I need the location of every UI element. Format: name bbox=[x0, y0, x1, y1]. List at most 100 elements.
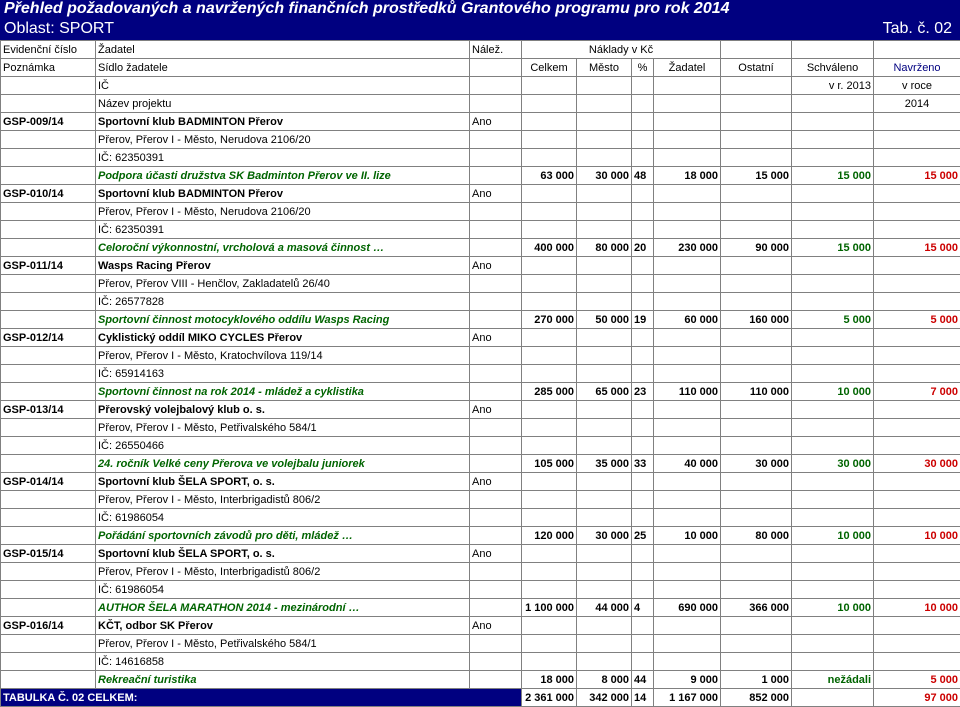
cost-pct: 20 bbox=[632, 239, 654, 257]
nalez-value: Ano bbox=[470, 113, 522, 131]
approved-2013: nežádali bbox=[792, 671, 874, 689]
entry-row-project: Pořádání sportovních závodů pro děti, ml… bbox=[1, 527, 960, 545]
entry-id: GSP-015/14 bbox=[1, 545, 96, 563]
applicant-name: KČT, odbor SK Přerov bbox=[96, 617, 470, 635]
project-name: Sportovní činnost na rok 2014 - mládež a… bbox=[96, 383, 470, 401]
table-number: Tab. č. 02 bbox=[883, 20, 952, 38]
proposed-2014: 30 000 bbox=[874, 455, 960, 473]
approved-2013: 15 000 bbox=[792, 167, 874, 185]
total-zadatel: 1 167 000 bbox=[654, 689, 721, 707]
cost-zadatel: 110 000 bbox=[654, 383, 721, 401]
entry-row-address: Přerov, Přerov VIII - Henčlov, Zakladate… bbox=[1, 275, 960, 293]
entry-row-project: Podpora účasti družstva SK Badminton Pře… bbox=[1, 167, 960, 185]
cost-pct: 33 bbox=[632, 455, 654, 473]
entry-row-ic: IČ: 14616858 bbox=[1, 653, 960, 671]
header-mesto: Město bbox=[577, 59, 632, 77]
cost-pct: 48 bbox=[632, 167, 654, 185]
area-label: Oblast: SPORT bbox=[4, 20, 114, 38]
entry-id: GSP-011/14 bbox=[1, 257, 96, 275]
proposed-2014: 15 000 bbox=[874, 239, 960, 257]
applicant-name: Sportovní klub ŠELA SPORT, o. s. bbox=[96, 545, 470, 563]
applicant-name: Sportovní klub BADMINTON Přerov bbox=[96, 113, 470, 131]
header-navrzeno-year: v roce bbox=[874, 77, 960, 95]
cost-pct: 44 bbox=[632, 671, 654, 689]
cost-zadatel: 690 000 bbox=[654, 599, 721, 617]
entry-row-project: AUTHOR ŠELA MARATHON 2014 - mezinárodní … bbox=[1, 599, 960, 617]
header-row-3: IČ v r. 2013 v roce bbox=[1, 77, 960, 95]
applicant-address: Přerov, Přerov I - Město, Nerudova 2106/… bbox=[96, 203, 470, 221]
cost-zadatel: 230 000 bbox=[654, 239, 721, 257]
cost-celkem: 120 000 bbox=[522, 527, 577, 545]
cost-ostatni: 80 000 bbox=[721, 527, 792, 545]
entry-row-address: Přerov, Přerov I - Město, Interbrigadist… bbox=[1, 563, 960, 581]
applicant-address: Přerov, Přerov I - Město, Interbrigadist… bbox=[96, 491, 470, 509]
title-bar: Přehled požadovaných a navržených finanč… bbox=[0, 0, 960, 40]
cost-celkem: 105 000 bbox=[522, 455, 577, 473]
total-navrzeno: 97 000 bbox=[874, 689, 960, 707]
applicant-name: Wasps Racing Přerov bbox=[96, 257, 470, 275]
cost-zadatel: 40 000 bbox=[654, 455, 721, 473]
entry-id: GSP-009/14 bbox=[1, 113, 96, 131]
entry-row-project: Sportovní činnost na rok 2014 - mládež a… bbox=[1, 383, 960, 401]
applicant-name: Sportovní klub ŠELA SPORT, o. s. bbox=[96, 473, 470, 491]
cost-ostatni: 366 000 bbox=[721, 599, 792, 617]
cost-mesto: 50 000 bbox=[577, 311, 632, 329]
applicant-address: Přerov, Přerov I - Město, Petřivalského … bbox=[96, 419, 470, 437]
proposed-2014: 10 000 bbox=[874, 599, 960, 617]
entry-id: GSP-012/14 bbox=[1, 329, 96, 347]
entry-row-address: Přerov, Přerov I - Město, Nerudova 2106/… bbox=[1, 131, 960, 149]
applicant-address: Přerov, Přerov I - Město, Interbrigadist… bbox=[96, 563, 470, 581]
proposed-2014: 10 000 bbox=[874, 527, 960, 545]
applicant-ic: IČ: 26577828 bbox=[96, 293, 470, 311]
entry-row-project: Sportovní činnost motocyklového oddílu W… bbox=[1, 311, 960, 329]
proposed-2014: 5 000 bbox=[874, 311, 960, 329]
applicant-name: Přerovský volejbalový klub o. s. bbox=[96, 401, 470, 419]
project-name: AUTHOR ŠELA MARATHON 2014 - mezinárodní … bbox=[96, 599, 470, 617]
nalez-value: Ano bbox=[470, 545, 522, 563]
cost-pct: 19 bbox=[632, 311, 654, 329]
header-zadatel-amount: Žadatel bbox=[654, 59, 721, 77]
nalez-value: Ano bbox=[470, 401, 522, 419]
nalez-value: Ano bbox=[470, 185, 522, 203]
header-pct: % bbox=[632, 59, 654, 77]
proposed-2014: 15 000 bbox=[874, 167, 960, 185]
approved-2013: 5 000 bbox=[792, 311, 874, 329]
entry-id: GSP-013/14 bbox=[1, 401, 96, 419]
header-evid: Evidenční číslo bbox=[1, 41, 96, 59]
cost-celkem: 270 000 bbox=[522, 311, 577, 329]
cost-ostatni: 30 000 bbox=[721, 455, 792, 473]
applicant-ic: IČ: 65914163 bbox=[96, 365, 470, 383]
cost-mesto: 35 000 bbox=[577, 455, 632, 473]
entry-id: GSP-010/14 bbox=[1, 185, 96, 203]
proposed-2014: 7 000 bbox=[874, 383, 960, 401]
cost-mesto: 80 000 bbox=[577, 239, 632, 257]
header-celkem: Celkem bbox=[522, 59, 577, 77]
report-title: Přehled požadovaných a navržených finanč… bbox=[4, 0, 730, 18]
header-row-4: Název projektu 2014 bbox=[1, 95, 960, 113]
cost-celkem: 1 100 000 bbox=[522, 599, 577, 617]
grant-table: Evidenční číslo Žadatel Nálež. Náklady v… bbox=[0, 40, 960, 707]
header-nazev: Název projektu bbox=[96, 95, 470, 113]
applicant-address: Přerov, Přerov VIII - Henčlov, Zakladate… bbox=[96, 275, 470, 293]
cost-ostatni: 1 000 bbox=[721, 671, 792, 689]
entry-row-project: Celoroční výkonnostní, vrcholová a masov… bbox=[1, 239, 960, 257]
project-name: Pořádání sportovních závodů pro děti, ml… bbox=[96, 527, 470, 545]
entry-row-ic: IČ: 62350391 bbox=[1, 149, 960, 167]
total-mesto: 342 000 bbox=[577, 689, 632, 707]
header-sidlo: Sídlo žadatele bbox=[96, 59, 470, 77]
header-zadatel: Žadatel bbox=[96, 41, 470, 59]
approved-2013: 10 000 bbox=[792, 383, 874, 401]
header-poznamka: Poznámka bbox=[1, 59, 96, 77]
cost-pct: 23 bbox=[632, 383, 654, 401]
applicant-name: Sportovní klub BADMINTON Přerov bbox=[96, 185, 470, 203]
cost-zadatel: 60 000 bbox=[654, 311, 721, 329]
entry-row-ic: IČ: 62350391 bbox=[1, 221, 960, 239]
proposed-2014: 5 000 bbox=[874, 671, 960, 689]
entry-id: GSP-016/14 bbox=[1, 617, 96, 635]
